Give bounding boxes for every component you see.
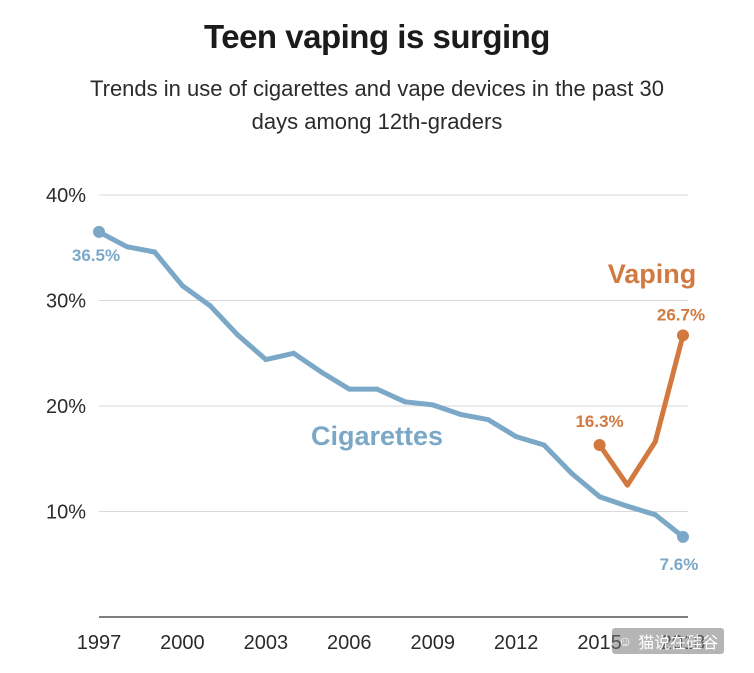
cigarettes-point <box>569 471 575 477</box>
x-tick-label: 2000 <box>160 632 205 654</box>
cigarettes-point <box>513 434 519 440</box>
y-tick-label: 30% <box>46 291 86 313</box>
x-tick-label: 2003 <box>244 632 289 654</box>
vaping-value-label: 16.3% <box>575 412 623 431</box>
vaping-point <box>677 329 689 342</box>
vaping-value-label: 26.7% <box>657 305 705 324</box>
cigarettes-point <box>235 332 241 338</box>
cigarettes-point <box>124 244 130 250</box>
y-tick-label: 40% <box>46 185 86 207</box>
cigarettes-point <box>346 386 352 392</box>
vaping-point <box>624 482 630 488</box>
y-tick-label: 10% <box>46 502 86 524</box>
cigarettes-value-label: 7.6% <box>660 555 699 574</box>
vaping-point <box>593 439 606 452</box>
y-tick-label: 20% <box>46 396 86 418</box>
cigarettes-point <box>597 494 603 500</box>
cigarettes-point <box>430 402 436 408</box>
x-tick-label: 2012 <box>494 632 539 654</box>
cigarettes-point <box>93 225 105 238</box>
vaping-line <box>597 332 686 488</box>
watermark: ☺ 猫说在硅谷 <box>612 628 725 654</box>
cigarettes-series-label: Cigarettes <box>311 421 443 451</box>
cigarettes-point <box>624 503 630 509</box>
cigarettes-point <box>374 386 380 392</box>
chart-subtitle: Trends in use of cigarettes and vape dev… <box>90 76 664 134</box>
cigarettes-point <box>541 442 547 448</box>
cigarettes-point <box>152 249 158 255</box>
x-tick-label: 2006 <box>327 632 372 654</box>
wechat-icon: ☺ <box>618 633 633 649</box>
cigarettes-point <box>291 350 297 356</box>
cigarettes-point <box>485 417 491 423</box>
x-tick-label: 2009 <box>410 632 455 654</box>
cigarettes-point <box>207 303 213 309</box>
vaping-point <box>652 439 658 445</box>
x-tick-label: 1997 <box>77 632 122 654</box>
cigarettes-point <box>263 357 269 363</box>
cigarettes-point <box>402 399 408 405</box>
watermark-text: 猫说在硅谷 <box>638 635 719 652</box>
vaping-series-label: Vaping <box>608 259 697 289</box>
cigarettes-point <box>318 369 324 375</box>
cigarettes-point <box>652 512 658 518</box>
cigarettes-point <box>677 530 689 543</box>
cigarettes-value-label: 36.5% <box>72 246 120 265</box>
cigarettes-point <box>179 283 185 289</box>
x-tick-label: 2015 <box>577 632 622 654</box>
cigarettes-point <box>458 411 464 417</box>
cigarettes-line <box>96 229 686 540</box>
chart-title: Teen vaping is surging <box>204 18 550 55</box>
